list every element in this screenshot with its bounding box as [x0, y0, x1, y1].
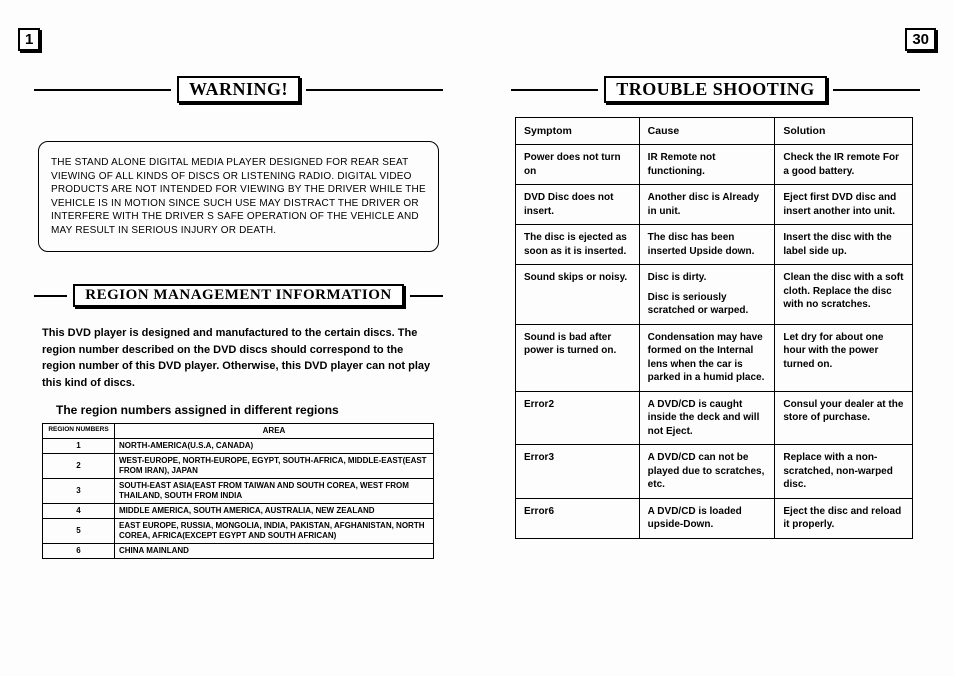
- table-row: Power does not turn onIR Remote not func…: [516, 145, 913, 185]
- warning-heading: WARNING!: [34, 76, 443, 103]
- table-row: 6CHINA MAINLAND: [43, 544, 434, 559]
- table-row: 4MIDDLE AMERICA, SOUTH AMERICA, AUSTRALI…: [43, 504, 434, 519]
- region-cell-area: CHINA MAINLAND: [115, 544, 434, 559]
- ts-cell-symptom: DVD Disc does not insert.: [516, 185, 640, 225]
- region-th-num: REGION NUMBERS: [43, 424, 115, 439]
- ts-cell-symptom: The disc is ejected as soon as it is ins…: [516, 225, 640, 265]
- ts-cell-cause: A DVD/CD is caught inside the deck and w…: [639, 391, 775, 445]
- region-cell-num: 3: [43, 479, 115, 504]
- ts-cell-solution: Let dry for about one hour with the powe…: [775, 324, 913, 391]
- warning-title: WARNING!: [177, 76, 300, 103]
- region-cell-area: EAST EUROPE, RUSSIA, MONGOLIA, INDIA, PA…: [115, 519, 434, 544]
- page-right: 30 TROUBLE SHOOTING Symptom Cause Soluti…: [477, 0, 954, 676]
- ts-cell-solution: Eject first DVD disc and insert another …: [775, 185, 913, 225]
- region-caption: The region numbers assigned in different…: [56, 403, 439, 417]
- ts-cell-solution: Clean the disc with a soft cloth. Replac…: [775, 265, 913, 325]
- table-row: Error6A DVD/CD is loaded upside-Down.Eje…: [516, 498, 913, 538]
- table-row: Error2A DVD/CD is caught inside the deck…: [516, 391, 913, 445]
- table-row: 2WEST-EUROPE, NORTH-EUROPE, EGYPT, SOUTH…: [43, 454, 434, 479]
- ts-cell-symptom: Error2: [516, 391, 640, 445]
- ts-th-solution: Solution: [775, 118, 913, 145]
- troubleshooting-table: Symptom Cause Solution Power does not tu…: [515, 117, 913, 539]
- rule: [34, 295, 67, 297]
- table-row: 3SOUTH-EAST ASIA(EAST FROM TAIWAN AND SO…: [43, 479, 434, 504]
- ts-cell-cause: Disc is dirty.Disc is seriously scratche…: [639, 265, 775, 325]
- region-cell-num: 6: [43, 544, 115, 559]
- ts-cell-cause: IR Remote not functioning.: [639, 145, 775, 185]
- ts-cell-symptom: Error3: [516, 445, 640, 499]
- region-table: REGION NUMBERS AREA 1NORTH-AMERICA(U.S.A…: [42, 423, 434, 559]
- ts-cell-cause: A DVD/CD can not be played due to scratc…: [639, 445, 775, 499]
- ts-cell-symptom: Sound is bad after power is turned on.: [516, 324, 640, 391]
- rule: [306, 89, 443, 91]
- table-row: The disc is ejected as soon as it is ins…: [516, 225, 913, 265]
- region-cell-num: 1: [43, 439, 115, 454]
- rule: [833, 89, 920, 91]
- ts-cell-cause: Condensation may have formed on the Inte…: [639, 324, 775, 391]
- rule: [511, 89, 598, 91]
- region-cell-num: 2: [43, 454, 115, 479]
- region-cell-area: SOUTH-EAST ASIA(EAST FROM TAIWAN AND SOU…: [115, 479, 434, 504]
- ts-cell-solution: Check the IR remote For a good battery.: [775, 145, 913, 185]
- ts-cell-solution: Replace with a non-scratched, non-warped…: [775, 445, 913, 499]
- region-cell-area: NORTH-AMERICA(U.S.A, CANADA): [115, 439, 434, 454]
- region-cell-area: WEST-EUROPE, NORTH-EUROPE, EGYPT, SOUTH-…: [115, 454, 434, 479]
- ts-cell-cause: Another disc is Already in unit.: [639, 185, 775, 225]
- region-title: REGION MANAGEMENT INFORMATION: [73, 284, 403, 307]
- table-row: Sound skips or noisy.Disc is dirty.Disc …: [516, 265, 913, 325]
- warning-body: THE STAND ALONE DIGITAL MEDIA PLAYER DES…: [38, 141, 439, 252]
- table-row: Error3A DVD/CD can not be played due to …: [516, 445, 913, 499]
- ts-cell-symptom: Error6: [516, 498, 640, 538]
- troubleshooting-title: TROUBLE SHOOTING: [604, 76, 827, 103]
- ts-cell-symptom: Power does not turn on: [516, 145, 640, 185]
- rule: [410, 295, 443, 297]
- ts-cell-solution: Eject the disc and reload it properly.: [775, 498, 913, 538]
- region-th-area: AREA: [115, 424, 434, 439]
- table-row: Sound is bad after power is turned on.Co…: [516, 324, 913, 391]
- page-number-left: 1: [18, 28, 40, 51]
- table-row: 1NORTH-AMERICA(U.S.A, CANADA): [43, 439, 434, 454]
- table-row: 5EAST EUROPE, RUSSIA, MONGOLIA, INDIA, P…: [43, 519, 434, 544]
- region-heading: REGION MANAGEMENT INFORMATION: [34, 284, 443, 307]
- troubleshooting-heading: TROUBLE SHOOTING: [511, 76, 920, 103]
- ts-cell-cause: A DVD/CD is loaded upside-Down.: [639, 498, 775, 538]
- rule: [34, 89, 171, 91]
- ts-cell-symptom: Sound skips or noisy.: [516, 265, 640, 325]
- page-left: 1 WARNING! THE STAND ALONE DIGITAL MEDIA…: [0, 0, 477, 676]
- ts-cell-cause: The disc has been inserted Upside down.: [639, 225, 775, 265]
- region-cell-num: 4: [43, 504, 115, 519]
- region-cell-area: MIDDLE AMERICA, SOUTH AMERICA, AUSTRALIA…: [115, 504, 434, 519]
- table-row: DVD Disc does not insert.Another disc is…: [516, 185, 913, 225]
- page-number-right: 30: [905, 28, 936, 51]
- ts-th-symptom: Symptom: [516, 118, 640, 145]
- region-description: This DVD player is designed and manufact…: [42, 325, 435, 391]
- region-cell-num: 5: [43, 519, 115, 544]
- ts-cell-solution: Consul your dealer at the store of purch…: [775, 391, 913, 445]
- ts-th-cause: Cause: [639, 118, 775, 145]
- ts-cell-solution: Insert the disc with the label side up.: [775, 225, 913, 265]
